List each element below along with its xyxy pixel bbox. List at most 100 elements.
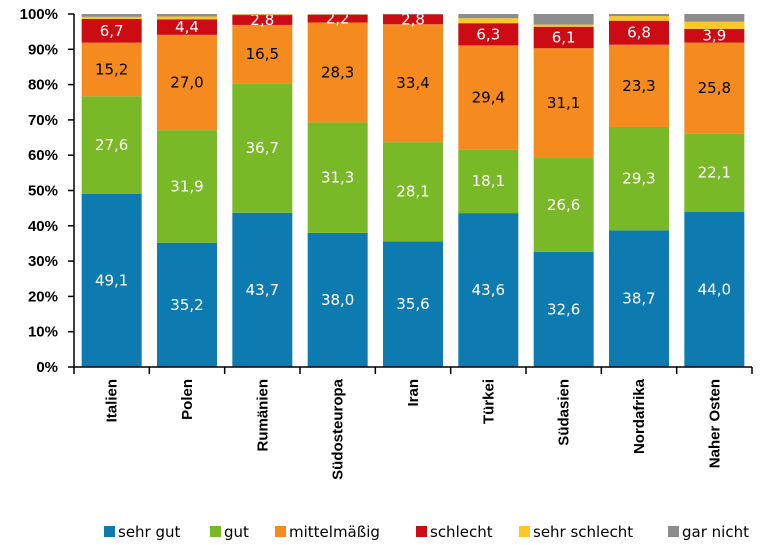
data-label: 2,8	[250, 11, 274, 29]
data-label: 15,2	[95, 60, 128, 78]
bar-segment	[533, 14, 594, 25]
data-label: 28,1	[396, 183, 429, 201]
y-tick-label: 60%	[28, 147, 58, 164]
bar-segment	[684, 28, 745, 43]
data-label: 22,1	[698, 164, 731, 182]
legend-label: sehr schlecht	[533, 523, 633, 541]
bar-segment	[684, 133, 745, 212]
category-label: Südasien	[556, 379, 573, 446]
data-label: 27,6	[95, 136, 128, 154]
bar-segment	[232, 83, 293, 213]
data-label: 26,6	[547, 196, 580, 214]
category-label: Türkei	[480, 379, 497, 424]
bar-segment	[81, 193, 142, 367]
bar-segment	[383, 241, 443, 367]
bar-segment	[383, 24, 443, 143]
bar-segment	[157, 19, 217, 35]
data-label: 27,0	[170, 73, 203, 91]
data-label: 3,9	[702, 27, 726, 45]
bar-segment	[609, 126, 669, 231]
data-label: 29,4	[472, 88, 505, 106]
legend: sehr gut gut mittelmäßig schlecht sehr schle…	[104, 523, 749, 541]
data-label: 35,6	[396, 295, 429, 313]
data-label: 38,7	[622, 290, 655, 308]
bar-segment	[157, 130, 217, 243]
data-label: 16,5	[246, 45, 279, 63]
y-tick-label: 30%	[28, 253, 58, 270]
bar-segment	[157, 34, 217, 131]
y-tick-label: 0%	[36, 359, 58, 376]
data-label: 6,1	[552, 28, 576, 46]
y-tick-label: 20%	[28, 288, 58, 305]
bar-segment	[533, 24, 594, 27]
bar-segment	[383, 14, 443, 25]
bar-segment	[307, 232, 368, 367]
data-label: 2,2	[326, 10, 350, 28]
bar-segment	[458, 213, 519, 367]
data-label: 6,7	[100, 22, 124, 40]
category-label: Südosteuropa	[330, 378, 347, 479]
bar-segment	[383, 142, 443, 242]
data-label: 49,1	[95, 271, 128, 289]
data-label: 25,8	[698, 79, 731, 97]
bar-segment	[307, 14, 368, 23]
legend-label: schlecht	[430, 523, 493, 541]
legend-label: gar nicht	[682, 523, 749, 541]
bar-segment	[684, 14, 745, 22]
y-tick-label: 70%	[28, 112, 58, 129]
legend-swatch	[275, 526, 286, 537]
bar-segment	[609, 230, 669, 367]
bar-segment	[157, 242, 217, 367]
y-tick-label: 100%	[20, 6, 58, 23]
data-label: 29,3	[622, 170, 655, 188]
y-axis: 0% 10% 20% 30% 40% 50% 60% 70% 80% 90% 100%	[20, 6, 75, 376]
bar-segment	[307, 22, 368, 123]
legend-label: gut	[224, 523, 249, 541]
bar-segment	[458, 45, 519, 150]
data-label: 6,8	[627, 24, 651, 42]
data-label: 44,0	[698, 280, 731, 298]
bar-segment	[684, 42, 745, 134]
y-tick-label: 80%	[28, 77, 58, 94]
bar-segment	[81, 16, 142, 19]
data-label: 31,3	[321, 169, 354, 187]
category-label: Italien	[104, 379, 121, 422]
data-label: 35,2	[170, 296, 203, 314]
bar-segment	[232, 14, 293, 16]
bar-segment	[232, 15, 293, 25]
bar-segment	[458, 23, 519, 46]
bar-segment	[81, 18, 142, 43]
bar-segment	[684, 211, 745, 367]
legend-swatch	[416, 526, 427, 537]
bar-segment	[157, 14, 217, 17]
data-label: 31,1	[547, 94, 580, 112]
data-label: 43,7	[246, 281, 279, 299]
bar-segment	[232, 24, 293, 84]
bar-segment	[81, 96, 142, 194]
data-label: 32,6	[547, 300, 580, 318]
bar-segment	[81, 42, 142, 97]
y-tick-label: 40%	[28, 218, 58, 235]
legend-swatch	[210, 526, 221, 537]
bar-segment	[684, 21, 745, 29]
legend-label: sehr gut	[118, 523, 181, 541]
data-label: 2,8	[401, 10, 425, 28]
bar-segment	[609, 16, 669, 21]
bar-segment	[458, 18, 519, 24]
y-tick-label: 50%	[28, 183, 58, 200]
data-label: 38,0	[321, 291, 354, 309]
data-label: 23,3	[622, 77, 655, 95]
bar-segment	[307, 122, 368, 233]
bars: 49,1 27,6 15,2 6,7 35,2 31,9 27,0 4,4 43,7 36,7 16…	[81, 10, 745, 367]
bar-segment	[81, 14, 142, 17]
category-label: Naher Osten	[706, 379, 723, 468]
category-label: Iran	[405, 379, 422, 407]
bar-segment	[533, 48, 594, 159]
category-label: Nordafrika	[631, 378, 648, 454]
data-label: 4,4	[175, 18, 199, 36]
bar-segment	[458, 14, 519, 19]
y-tick-label: 90%	[28, 41, 58, 58]
legend-label: mittelmäßig	[289, 523, 380, 541]
bar-segment	[533, 251, 594, 367]
